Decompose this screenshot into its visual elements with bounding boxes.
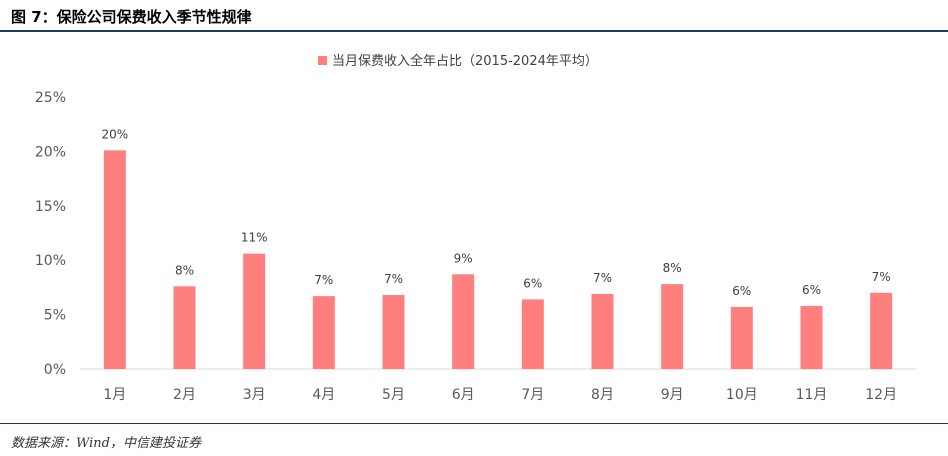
- y-tick-label: 10%: [35, 253, 66, 269]
- x-tick-label: 12月: [865, 387, 897, 403]
- title-rule: [0, 30, 948, 32]
- y-tick-label: 20%: [35, 144, 66, 160]
- bar: [730, 306, 753, 369]
- x-tick-label: 2月: [173, 387, 196, 403]
- figure-title: 图 7：保险公司保费收入季节性规律: [11, 8, 252, 26]
- bar: [243, 253, 266, 369]
- x-tick-label: 5月: [382, 387, 405, 403]
- bar: [870, 292, 893, 369]
- bar: [800, 305, 823, 369]
- data-label: 9%: [454, 251, 473, 265]
- bar: [521, 299, 544, 369]
- data-label: 11%: [241, 231, 268, 245]
- x-tick-label: 3月: [243, 387, 266, 403]
- x-tick-label: 9月: [661, 387, 684, 403]
- y-tick-labels: 0% 5% 10% 15% 20% 25%: [35, 90, 66, 378]
- data-label: 6%: [732, 284, 751, 298]
- x-tick-label: 6月: [452, 387, 475, 403]
- data-label: 8%: [175, 263, 194, 277]
- x-tick-label: 11月: [796, 387, 828, 403]
- y-tick-label: 15%: [35, 199, 66, 215]
- data-label: 7%: [872, 270, 891, 284]
- data-labels: 20% 8% 11% 7% 7% 9% 6% 7% 8% 6% 6% 7%: [101, 127, 890, 298]
- data-label: 20%: [101, 127, 128, 141]
- bar: [661, 284, 684, 369]
- x-tick-label: 1月: [103, 387, 126, 403]
- bar: [452, 274, 475, 369]
- source-rule: [0, 423, 948, 424]
- x-tick-labels: 1月 2月 3月 4月 5月 6月 7月 8月 9月 10月 11月 12月: [103, 387, 897, 403]
- data-label: 7%: [314, 273, 333, 287]
- legend-label: 当月保费收入全年占比（2015-2024年平均）: [332, 53, 598, 69]
- x-tick-label: 10月: [726, 387, 758, 403]
- legend-swatch: [318, 56, 327, 65]
- bar: [382, 295, 405, 369]
- source-note: 数据来源：Wind，中信建投证券: [11, 436, 201, 451]
- bar: [312, 296, 335, 369]
- data-label: 6%: [523, 276, 542, 290]
- bar: [173, 286, 196, 369]
- x-tick-label: 4月: [312, 387, 335, 403]
- bar: [103, 150, 126, 369]
- x-tick-label: 7月: [521, 387, 544, 403]
- data-label: 7%: [593, 271, 612, 285]
- y-tick-label: 25%: [35, 90, 66, 106]
- y-tick-label: 5%: [44, 308, 66, 324]
- bar: [591, 293, 614, 369]
- data-label: 8%: [663, 261, 682, 275]
- data-label: 6%: [802, 283, 821, 297]
- bar-chart: 当月保费收入全年占比（2015-2024年平均） 0% 5% 10% 15% 20% 25…: [35, 53, 916, 403]
- data-label: 7%: [384, 272, 403, 286]
- bars: [103, 150, 893, 369]
- x-tick-label: 8月: [591, 387, 614, 403]
- y-tick-label: 0%: [44, 362, 66, 378]
